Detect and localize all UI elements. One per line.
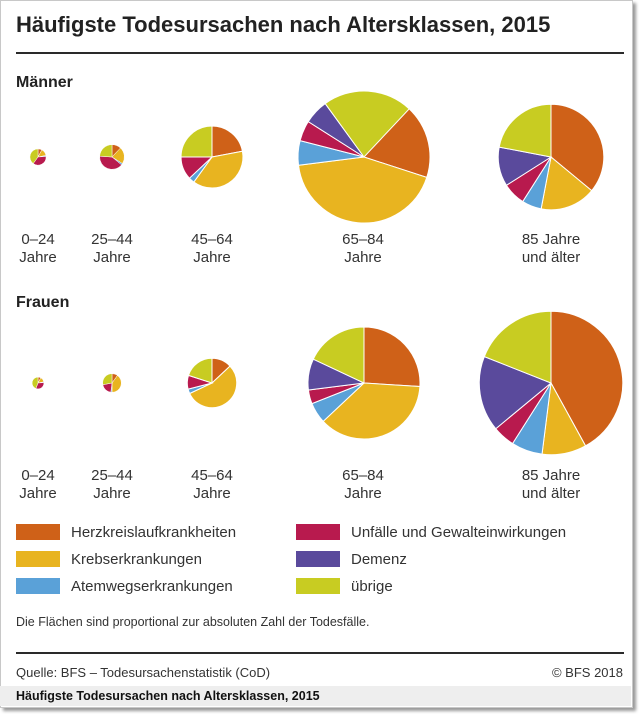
pie-slice-men-3-krebs	[297, 156, 428, 224]
legend-swatch-herz	[16, 524, 60, 540]
pie-men-4	[497, 103, 605, 211]
age-label-women-4: 85 Jahre und älter	[496, 467, 606, 503]
legend-item-unfall: Unfälle und Gewalteinwirkungen	[296, 522, 566, 542]
pie-slice-women-2-krebs	[188, 365, 238, 409]
pie-slice-women-2-uebrige	[187, 357, 213, 384]
chart-title: Häufigste Todesursachen nach Altersklass…	[16, 12, 551, 37]
pie-women-0	[31, 376, 45, 390]
pie-slice-women-3-uebrige	[312, 326, 365, 384]
copyright-text: © BFS 2018	[551, 665, 623, 680]
pie-slice-men-0-uebrige	[29, 148, 39, 164]
pie-slice-women-0-uebrige	[31, 376, 39, 389]
section-women: Frauen	[16, 294, 70, 311]
legend-label-herz: Herzkreislaufkrankheiten	[71, 523, 237, 541]
legend-item-herz: Herzkreislaufkrankheiten	[16, 522, 236, 542]
legend-label-uebrige: übrige	[351, 577, 393, 595]
source-text: Quelle: BFS – Todesursachenstatistik (Co…	[16, 665, 271, 680]
age-label-line1: 25–44	[91, 231, 133, 248]
pie-slice-men-1-uebrige	[99, 144, 113, 158]
age-label-line1: 85 Jahre	[521, 467, 581, 484]
age-label-line1: 85 Jahre	[521, 231, 581, 248]
legend-swatch-atem	[16, 578, 60, 594]
legend-label-atem: Atemwegserkrankungen	[71, 577, 233, 595]
age-label-line1: 45–64	[191, 231, 233, 248]
age-label-line2: Jahre	[193, 249, 231, 266]
pie-slice-men-4-uebrige	[498, 103, 552, 158]
age-label-men-1: 25–44 Jahre	[57, 231, 167, 267]
legend-swatch-uebrige	[296, 578, 340, 594]
age-label-women-1: 25–44 Jahre	[57, 467, 167, 503]
age-label-line2: Jahre	[19, 249, 57, 266]
age-label-line2: Jahre	[344, 249, 382, 266]
pie-slice-women-1-uebrige	[102, 373, 113, 386]
pie-women-2	[186, 357, 238, 409]
age-label-women-0: 0–24 Jahre	[0, 467, 93, 503]
legend-item-uebrige: übrige	[296, 576, 393, 596]
pie-slice-women-4-uebrige	[483, 310, 552, 384]
age-label-men-3: 65–84 Jahre	[308, 231, 418, 267]
age-label-men-2: 45–64 Jahre	[157, 231, 267, 267]
age-label-women-2: 45–64 Jahre	[157, 467, 267, 503]
age-label-line1: 25–44	[91, 467, 133, 484]
pie-slice-women-4-demenz	[478, 355, 552, 430]
pie-slice-women-1-krebs	[111, 375, 122, 393]
pie-slice-men-4-herz	[550, 103, 605, 192]
legend-swatch-unfall	[296, 524, 340, 540]
legend-item-krebs: Krebserkrankungen	[16, 549, 202, 569]
pie-women-1	[102, 373, 122, 393]
pie-slice-women-3-herz	[363, 326, 421, 388]
age-label-line2: Jahre	[193, 485, 231, 502]
age-label-line2: Jahre	[344, 485, 382, 502]
age-label-line2: und älter	[521, 485, 581, 502]
pie-men-2	[180, 125, 244, 189]
age-label-men-4: 85 Jahre und älter	[496, 231, 606, 267]
age-label-line2: Jahre	[93, 249, 131, 266]
pie-slice-men-2-herz	[211, 125, 243, 158]
age-label-line2: Jahre	[93, 485, 131, 502]
age-label-women-3: 65–84 Jahre	[308, 467, 418, 503]
pie-slice-men-1-unfall	[99, 155, 122, 170]
pie-slice-men-4-krebs	[540, 156, 593, 211]
legend-swatch-krebs	[16, 551, 60, 567]
age-label-line2: und älter	[521, 249, 581, 266]
top-rule	[16, 52, 624, 54]
legend-item-atem: Atemwegserkrankungen	[16, 576, 233, 596]
pie-slice-men-3-uebrige	[324, 90, 410, 158]
legend-label-unfall: Unfälle und Gewalteinwirkungen	[351, 523, 567, 541]
pie-slice-women-3-krebs	[322, 382, 421, 440]
pie-men-1	[99, 144, 125, 170]
age-label-line1: 45–64	[191, 467, 233, 484]
age-label-line2: Jahre	[19, 485, 57, 502]
bottom-rule	[16, 652, 624, 654]
age-label-line1: 0–24	[21, 231, 55, 248]
pie-men-0	[29, 148, 47, 166]
pie-women-3	[307, 326, 421, 440]
age-label-line1: 65–84	[342, 231, 384, 248]
area-note: Die Flächen sind proportional zur absolu…	[16, 615, 370, 629]
caption-bar: Häufigste Todesursachen nach Altersklass…	[0, 686, 631, 706]
legend-label-krebs: Krebserkrankungen	[71, 550, 202, 568]
legend-label-demenz: Demenz	[351, 550, 407, 568]
pie-men-3	[297, 90, 431, 224]
pie-women-4	[478, 310, 624, 456]
legend-item-demenz: Demenz	[296, 549, 407, 569]
age-label-line1: 0–24	[21, 467, 55, 484]
age-label-line1: 65–84	[342, 467, 384, 484]
pie-slice-men-2-krebs	[193, 150, 244, 189]
section-men: Männer	[16, 74, 73, 91]
legend-swatch-demenz	[296, 551, 340, 567]
pie-slice-men-2-uebrige	[180, 125, 213, 158]
age-label-men-0: 0–24 Jahre	[0, 231, 93, 267]
pie-slice-women-4-herz	[550, 310, 624, 447]
